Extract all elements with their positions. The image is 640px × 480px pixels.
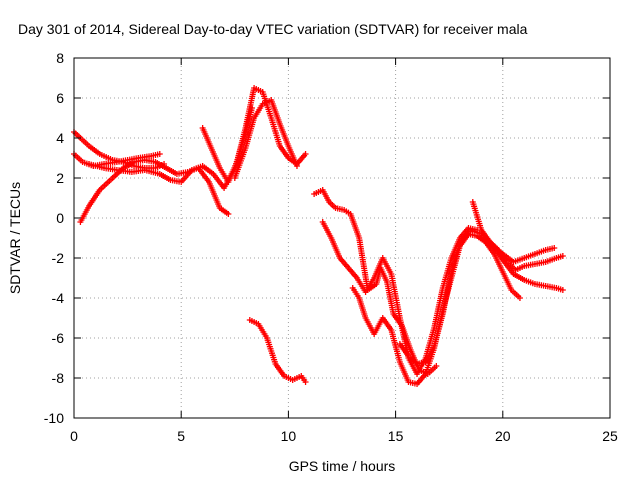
x-tick-label: 5 [177,428,185,444]
data-series [71,85,566,387]
data-point-marker [225,211,232,217]
y-tick-label: 6 [56,90,64,106]
series-arc-7 [246,317,309,385]
y-tick-label: 0 [56,210,64,226]
data-point-marker [156,151,163,157]
x-tick-label: 25 [602,428,618,444]
x-tick-label: 0 [70,428,78,444]
series-arc-8 [311,187,440,377]
plot-frame [73,57,611,419]
y-axis-label: SDTVAR / TECUs [7,182,23,294]
series-arc-3 [77,157,232,225]
series-arc-12 [469,199,566,273]
series-arc-1 [71,129,168,171]
x-axis-label: GPS time / hours [289,458,396,474]
data-point-marker [302,151,309,157]
series-arc-11 [396,227,566,367]
series-arc-6 [231,97,300,181]
data-point-marker [516,295,523,301]
y-tick-label: 4 [56,130,64,146]
data-point-marker [293,163,300,169]
x-tick-label: 20 [495,428,511,444]
y-tick-label: -2 [52,250,65,266]
data-point-marker [433,363,440,369]
data-point-marker [559,287,566,293]
data-point-marker [551,245,558,251]
grid-lines [74,58,610,418]
y-tick-label: 8 [56,50,64,66]
y-tick-label: -6 [52,330,65,346]
series-arc-13 [478,235,558,265]
y-tick-label: -8 [52,370,65,386]
x-tick-label: 15 [388,428,404,444]
series-arc-5 [199,85,309,185]
data-point-marker [302,379,309,385]
y-tick-label: -4 [52,290,65,306]
x-tick-label: 10 [281,428,297,444]
y-tick-label: -10 [44,410,64,426]
series-arc-9 [319,219,481,377]
y-tick-label: 2 [56,170,64,186]
data-point-marker [559,253,566,259]
chart-title: Day 301 of 2014, Sidereal Day-to-day VTE… [18,21,528,37]
axis-ticks: 0 5 10 15 20 25 -10 -8 -6 -4 -2 0 2 4 6 8 [44,50,618,444]
